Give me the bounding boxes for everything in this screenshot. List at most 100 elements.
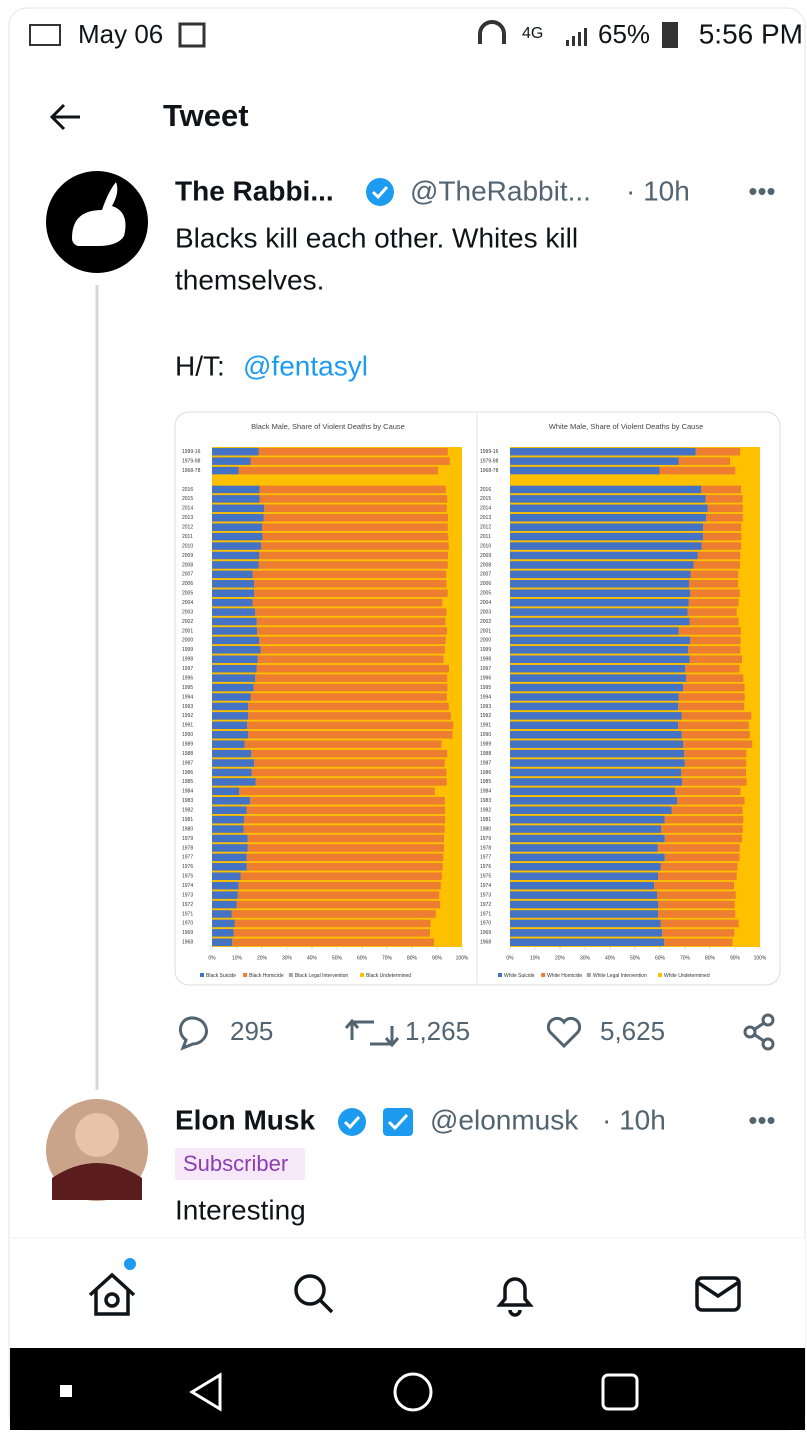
x-tick-label: 0% [506,955,514,961]
bar-segment [510,580,689,588]
row-label: 1969 [182,930,193,936]
row-label: 1995 [182,685,193,691]
bar-segment [259,561,448,569]
bar-segment [238,891,440,899]
bar-segment [690,589,740,597]
row-label: 1996 [182,675,193,681]
reply-time: · 10h [602,1104,666,1135]
row-label: 2012 [182,525,193,531]
row-label: 1990 [182,732,193,738]
row-label: 1995 [480,685,491,691]
row-label: 1969 [480,930,491,936]
network: 4G [522,25,543,42]
bar-segment [250,797,445,805]
row-label: 1999 [480,647,491,653]
like-count: 5,625 [600,1016,665,1046]
row-label: 2000 [480,638,491,644]
row-label: 1985 [480,779,491,785]
legend-label: Black Suicide [206,973,236,979]
bar-segment [212,740,245,748]
bar-segment [510,816,665,824]
ht-label: H/T: [175,350,225,381]
row-label: 1973 [182,892,193,898]
bar-segment [247,722,453,730]
bar-segment [212,703,248,711]
bar-segment [682,731,750,739]
row-label: 1987 [182,760,193,766]
bar-segment [510,533,703,541]
bar-segment [510,844,658,852]
bar-segment [510,637,690,645]
row-label: 1979-98 [480,458,499,464]
row-label: 1971 [182,911,193,917]
row-label: 1976 [182,864,193,870]
bar-segment [510,561,694,569]
x-tick-label: 90% [730,955,741,961]
row-label: 2002 [480,619,491,625]
x-tick-label: 30% [282,955,293,961]
mention-link[interactable]: @fentasyl [243,350,368,381]
bar-segment [510,806,672,814]
bar-segment [212,542,261,550]
android-menu[interactable] [60,1385,72,1397]
more-button[interactable]: ••• [748,176,775,206]
bar-segment [510,693,679,701]
row-label: 2010 [182,543,193,549]
bar-segment [258,655,444,663]
bar-segment [260,495,448,503]
bar-segment [688,608,737,616]
row-label: 1978 [480,845,491,851]
bar-segment [248,703,449,711]
row-label: 1982 [182,808,193,814]
bar-segment [658,844,740,852]
x-tick-label: 40% [307,955,318,961]
row-label: 1990 [480,732,491,738]
bar-segment [212,731,248,739]
row-label: 2011 [480,534,491,540]
tweet-text: Blacks kill each other. Whites kill [175,222,578,253]
row-label: 2001 [182,628,193,634]
bar-segment [510,929,662,937]
bar-segment [254,589,448,597]
bar-segment [510,523,703,531]
row-label: 1980 [480,826,491,832]
bar-segment [260,486,446,494]
row-label: 1983 [182,798,193,804]
bar-segment [212,854,247,862]
battery-level: 65% [598,19,650,49]
bar-segment [510,514,706,522]
bar-segment [212,806,247,814]
bar-segment [510,674,686,682]
bar-segment [510,627,679,635]
bar-segment [212,693,251,701]
bar-segment [256,778,447,786]
bar-segment [212,467,239,475]
bar-segment [239,467,439,475]
more-button[interactable]: ••• [748,1105,775,1135]
author-name[interactable]: The Rabbi... [175,175,334,206]
chart-title: White Male, Share of Violent Deaths by C… [549,422,704,431]
row-label: 1977 [182,855,193,861]
bar-segment [696,448,741,456]
row-label: 1991 [480,723,491,729]
bar-segment [212,599,253,607]
bar-segment [677,797,745,805]
bar-segment [212,891,238,899]
x-tick-label: 20% [257,955,268,961]
bar-segment [510,646,688,654]
bar-segment [212,561,259,569]
bar-segment [212,608,255,616]
bar-segment [657,891,736,899]
reply-name[interactable]: Elon Musk [175,1104,315,1135]
row-label: 1989 [480,741,491,747]
bar-segment [212,872,241,880]
bar-segment [662,929,734,937]
header-title: Tweet [163,98,249,133]
bar-segment [510,901,658,909]
row-label: 1968-78 [480,468,499,474]
bar-segment [691,571,739,579]
bar-segment [510,467,660,475]
bar-segment [212,514,264,522]
bar-segment [690,655,743,663]
bar-segment [212,674,255,682]
